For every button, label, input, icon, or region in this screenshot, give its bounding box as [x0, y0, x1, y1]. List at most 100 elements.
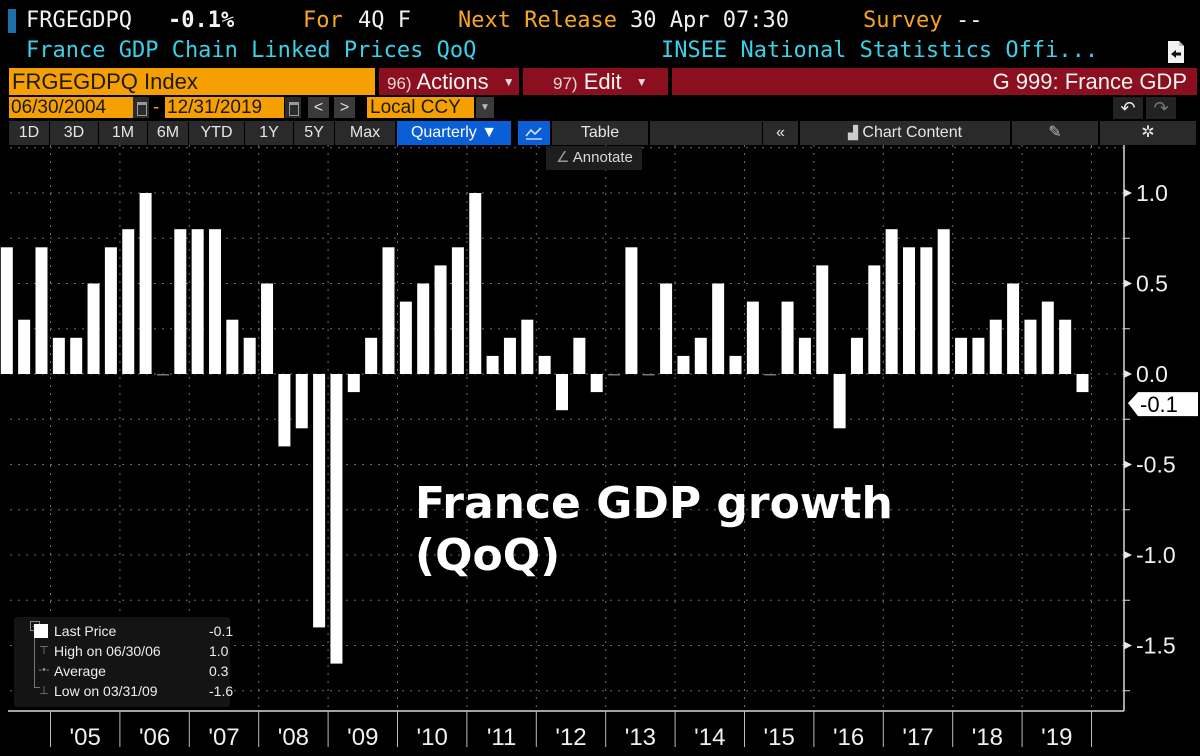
range-toolbar: 1D 3D 1M 6M YTD 1Y 5Y Max Quarterly ▼ Ta…	[0, 121, 1200, 145]
edit-button[interactable]: 97) Edit ▼	[523, 68, 668, 95]
average-marker-icon: -•-	[38, 664, 50, 676]
calendar-icon[interactable]	[133, 97, 149, 118]
bar	[642, 374, 655, 376]
description: France GDP Chain Linked Prices QoQ	[26, 38, 477, 63]
next-release-value: 30 Apr 07:30	[630, 8, 789, 33]
actions-label: Actions	[416, 69, 489, 94]
start-date-input[interactable]: 06/30/2004	[9, 97, 133, 118]
bar	[556, 374, 568, 411]
source: INSEE National Statistics Offi...	[661, 38, 1099, 63]
legend-label: Average	[54, 663, 106, 679]
x-tick-label: '17	[902, 724, 933, 751]
bar	[850, 337, 863, 374]
x-tick-label: '09	[347, 724, 378, 751]
bar	[243, 337, 256, 374]
bar	[261, 283, 274, 374]
x-tick-label: '06	[139, 724, 170, 751]
bar	[365, 337, 378, 374]
bar	[399, 301, 412, 374]
chevron-down-icon: ▼	[502, 75, 515, 89]
bar	[712, 283, 725, 374]
chevron-down-icon: ▼	[635, 75, 648, 89]
chart-annotation[interactable]: France GDP growth (QoQ)	[415, 478, 893, 582]
chart-legend: Last Price -0.1 ⊤ High on 06/30/06 1.0 -…	[14, 617, 234, 707]
range-6m[interactable]: 6M	[148, 121, 188, 145]
chart: 1.00.50.0-0.5-1.0-1.5-0.1 '05'06'07'08'0…	[0, 145, 1198, 751]
export-icon[interactable]	[1166, 40, 1186, 64]
security-field[interactable]: FRGEGDPQ Index	[9, 68, 375, 95]
bar	[937, 229, 950, 374]
calendar-icon[interactable]	[285, 97, 301, 118]
range-max[interactable]: Max	[335, 121, 395, 145]
description-header: France GDP Chain Linked Prices QoQ INSEE…	[0, 38, 1200, 66]
function-title: G 999: France GDP	[672, 68, 1197, 95]
currency-select[interactable]: Local CCY	[367, 97, 474, 118]
bar	[833, 374, 846, 429]
x-tick-label: '07	[208, 724, 239, 751]
collapse-button[interactable]: «	[763, 121, 798, 145]
bar	[660, 283, 673, 374]
date-range-bar: 06/30/2004 - 12/31/2019 < > Local CCY ▼ …	[0, 97, 1200, 119]
bar	[573, 337, 586, 374]
next-period-button[interactable]: >	[334, 97, 355, 118]
range-ytd[interactable]: YTD	[189, 121, 244, 145]
bar	[469, 193, 482, 374]
bar	[729, 355, 742, 374]
actions-button[interactable]: 96) Actions ▼	[379, 68, 519, 95]
edit-label: Edit	[583, 69, 622, 94]
bar	[1024, 319, 1037, 374]
settings-button[interactable]: ✲	[1100, 121, 1196, 145]
annotate-button[interactable]: ∠ Annotate	[546, 146, 642, 170]
bar	[989, 319, 1002, 374]
redo-button[interactable]: ↷	[1146, 97, 1176, 119]
undo-button[interactable]: ↶	[1113, 97, 1143, 119]
bar	[1041, 301, 1054, 374]
bar	[52, 337, 65, 374]
legend-value: -0.1	[209, 623, 234, 639]
table-button[interactable]: Table	[552, 121, 648, 145]
bar	[625, 247, 638, 374]
range-1y[interactable]: 1Y	[245, 121, 293, 145]
range-1d[interactable]: 1D	[9, 121, 49, 145]
bar	[590, 374, 603, 393]
bar	[538, 355, 551, 374]
line-chart-icon	[525, 127, 542, 140]
y-tick-marker	[1124, 370, 1132, 378]
chart-content-label: Chart Content	[862, 124, 963, 141]
y-axis-ticks: 1.0 0.5 0.0 -0.5 -1.0 -1.5 -0.1	[1124, 180, 1198, 692]
line-chart-button[interactable]	[518, 121, 550, 145]
security-header: FRGEGDPQ -0.1% For 4Q F Next Release 30 …	[0, 6, 1200, 34]
x-tick-label: '13	[625, 724, 656, 751]
chevron-down-icon[interactable]: ▼	[476, 97, 494, 118]
x-tick-label: '10	[417, 724, 448, 751]
bar	[122, 229, 135, 374]
y-tick-label: -0.5	[1136, 452, 1176, 478]
y-tick-label: -1.5	[1136, 633, 1176, 659]
ticker: FRGEGDPQ	[26, 8, 132, 33]
prev-period-button[interactable]: <	[308, 97, 329, 118]
bar	[746, 301, 759, 374]
bar	[313, 374, 326, 628]
bar	[608, 374, 621, 376]
bar	[0, 247, 13, 374]
x-tick-label: '12	[555, 724, 586, 751]
annotation-line-2: (QoQ)	[415, 530, 561, 581]
range-3d[interactable]: 3D	[50, 121, 98, 145]
high-marker-icon: ⊤	[39, 645, 49, 657]
command-bar: FRGEGDPQ Index 96) Actions ▼ 97) Edit ▼ …	[0, 67, 1200, 96]
frequency-select[interactable]: Quarterly ▼	[397, 121, 511, 145]
bar	[955, 337, 968, 374]
bar	[677, 355, 690, 374]
x-tick-label: '16	[833, 724, 864, 751]
chart-content-button[interactable]: ▟ Chart Content	[800, 121, 1010, 145]
legend-tree-line	[34, 626, 40, 688]
bar	[139, 193, 152, 374]
range-1m[interactable]: 1M	[99, 121, 147, 145]
y-tick-marker	[1124, 189, 1132, 197]
end-date-input[interactable]: 12/31/2019	[165, 97, 284, 118]
range-5y[interactable]: 5Y	[294, 121, 334, 145]
edit-chart-button[interactable]: ✎	[1012, 121, 1098, 145]
legend-value: 0.3	[209, 663, 229, 679]
x-tick-label: '05	[70, 724, 101, 751]
x-tick-label: '14	[694, 724, 725, 751]
